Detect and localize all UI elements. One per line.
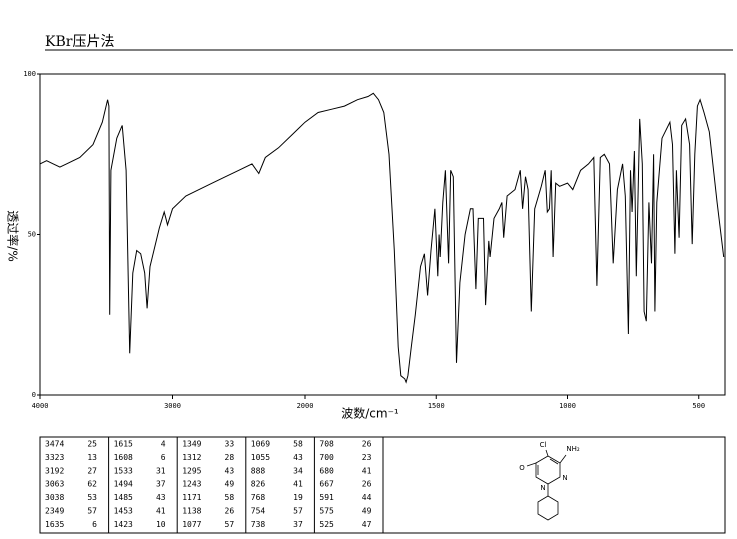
peak-transmittance: 43: [293, 453, 303, 462]
peak-wavenumber: 1615: [114, 440, 133, 449]
x-tick-label: 1000: [559, 402, 576, 410]
peak-transmittance: 43: [156, 493, 166, 502]
y-tick-label: 100: [23, 70, 36, 78]
bond: [559, 454, 567, 464]
x-tick-label: 3000: [164, 402, 181, 410]
peak-wavenumber: 700: [319, 453, 334, 462]
peak-transmittance: 57: [225, 520, 235, 529]
plot-frame: [39, 73, 726, 396]
peak-transmittance: 57: [87, 507, 97, 516]
peak-transmittance: 53: [87, 493, 97, 502]
x-tick-label: 1500: [428, 402, 445, 410]
peak-transmittance: 4: [161, 440, 166, 449]
peak-transmittance: 43: [225, 466, 235, 475]
atom-label: NH₂: [566, 445, 580, 453]
peak-wavenumber: 738: [251, 520, 266, 529]
x-tick-label: 4000: [32, 402, 49, 410]
x-tick-label: 500: [692, 402, 705, 410]
peak-transmittance: 41: [293, 480, 303, 489]
peak-transmittance: 26: [362, 480, 372, 489]
structure: [526, 449, 567, 521]
peak-wavenumber: 3474: [45, 440, 64, 449]
peak-wavenumber: 3323: [45, 453, 64, 462]
peak-transmittance: 41: [362, 466, 372, 475]
peak-wavenumber: 3038: [45, 493, 64, 502]
peak-transmittance: 33: [225, 440, 235, 449]
peak-wavenumber: 680: [319, 466, 334, 475]
peak-transmittance: 13: [87, 453, 97, 462]
peak-transmittance: 23: [362, 453, 372, 462]
peak-transmittance: 25: [87, 440, 97, 449]
x-tick-label: 2000: [297, 402, 314, 410]
peak-wavenumber: 1243: [182, 480, 201, 489]
peak-transmittance: 28: [225, 453, 235, 462]
peak-wavenumber: 1423: [114, 520, 133, 529]
phenyl: [537, 495, 559, 521]
peak-wavenumber: 1055: [251, 453, 270, 462]
peak-transmittance: 58: [293, 440, 303, 449]
peak-wavenumber: 3192: [45, 466, 64, 475]
peak-wavenumber: 1069: [251, 440, 270, 449]
peak-transmittance: 58: [225, 493, 235, 502]
peak-wavenumber: 667: [319, 480, 334, 489]
peak-transmittance: 26: [362, 440, 372, 449]
peak-transmittance: 34: [293, 466, 303, 475]
atom-label: Cl: [540, 441, 547, 449]
peak-transmittance: 19: [293, 493, 303, 502]
y-axis-label: 透过率/%: [6, 210, 21, 261]
peak-wavenumber: 1494: [114, 480, 133, 489]
peak-wavenumber: 1077: [182, 520, 201, 529]
peak-wavenumber: 591: [319, 493, 334, 502]
peak-transmittance: 62: [87, 480, 97, 489]
chart-title: KBr压片法: [45, 34, 114, 50]
peak-wavenumber: 754: [251, 507, 266, 516]
peak-wavenumber: 1138: [182, 507, 201, 516]
peak-wavenumber: 1485: [114, 493, 133, 502]
peak-wavenumber: 1312: [182, 453, 201, 462]
peak-transmittance: 31: [156, 466, 166, 475]
peak-transmittance: 44: [362, 493, 372, 502]
atom-label: N: [540, 484, 545, 492]
peak-transmittance: 27: [87, 466, 97, 475]
peak-transmittance: 10: [156, 520, 166, 529]
peak-transmittance: 47: [362, 520, 372, 529]
peak-wavenumber: 575: [319, 507, 334, 516]
y-tick-label: 50: [28, 231, 36, 239]
peak-transmittance: 6: [161, 453, 166, 462]
peak-transmittance: 49: [362, 507, 372, 516]
peak-transmittance: 26: [225, 507, 235, 516]
peak-wavenumber: 708: [319, 440, 334, 449]
peak-wavenumber: 1608: [114, 453, 133, 462]
peak-transmittance: 57: [293, 507, 303, 516]
bond: [526, 462, 537, 467]
peak-transmittance: 41: [156, 507, 166, 516]
peak-wavenumber: 1349: [182, 440, 201, 449]
ring: [535, 455, 561, 485]
peak-wavenumber: 525: [319, 520, 334, 529]
y-tick-label: 0: [32, 391, 36, 399]
atom-label: O: [519, 464, 525, 472]
peak-wavenumber: 888: [251, 466, 266, 475]
peak-wavenumber: 1533: [114, 466, 133, 475]
peak-wavenumber: 1295: [182, 466, 201, 475]
peak-wavenumber: 2349: [45, 507, 64, 516]
spectrum-line: [39, 92, 725, 384]
bond: [549, 458, 559, 465]
bond: [545, 449, 549, 457]
peak-wavenumber: 1171: [182, 493, 201, 502]
atom-label: N: [562, 474, 567, 482]
peak-transmittance: 49: [225, 480, 235, 489]
peak-transmittance: 37: [293, 520, 303, 529]
peak-transmittance: 37: [156, 480, 166, 489]
peak-wavenumber: 1635: [45, 520, 64, 529]
peak-transmittance: 6: [92, 520, 97, 529]
peak-wavenumber: 3063: [45, 480, 64, 489]
peak-wavenumber: 768: [251, 493, 266, 502]
x-axis-label: 波数/cm⁻¹: [341, 406, 399, 421]
peak-wavenumber: 826: [251, 480, 266, 489]
peak-wavenumber: 1453: [114, 507, 133, 516]
